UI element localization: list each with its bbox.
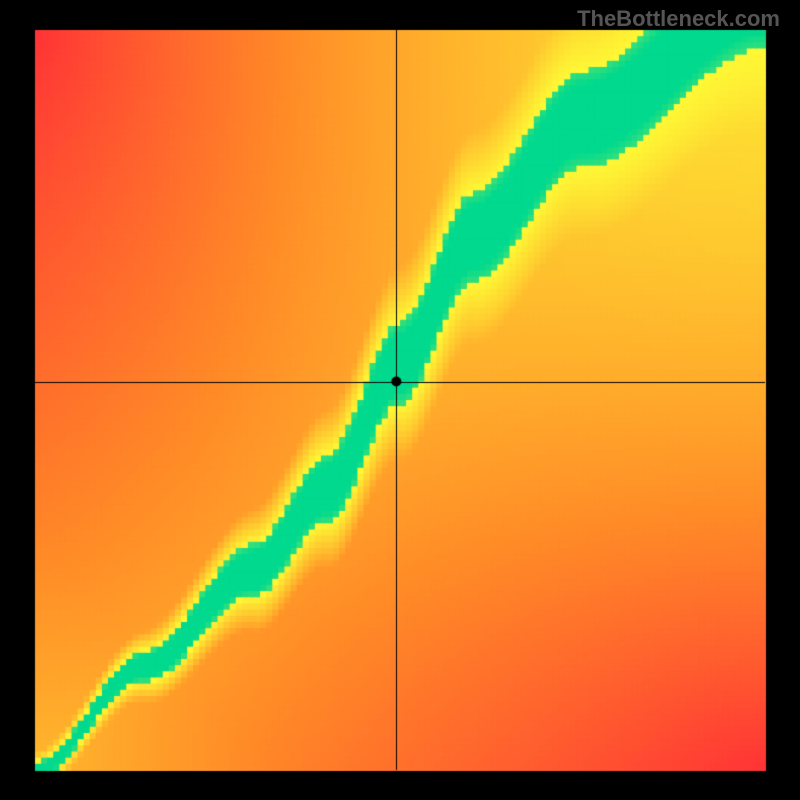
bottleneck-heatmap	[0, 0, 800, 800]
watermark-label: TheBottleneck.com	[577, 6, 780, 32]
chart-container: TheBottleneck.com	[0, 0, 800, 800]
